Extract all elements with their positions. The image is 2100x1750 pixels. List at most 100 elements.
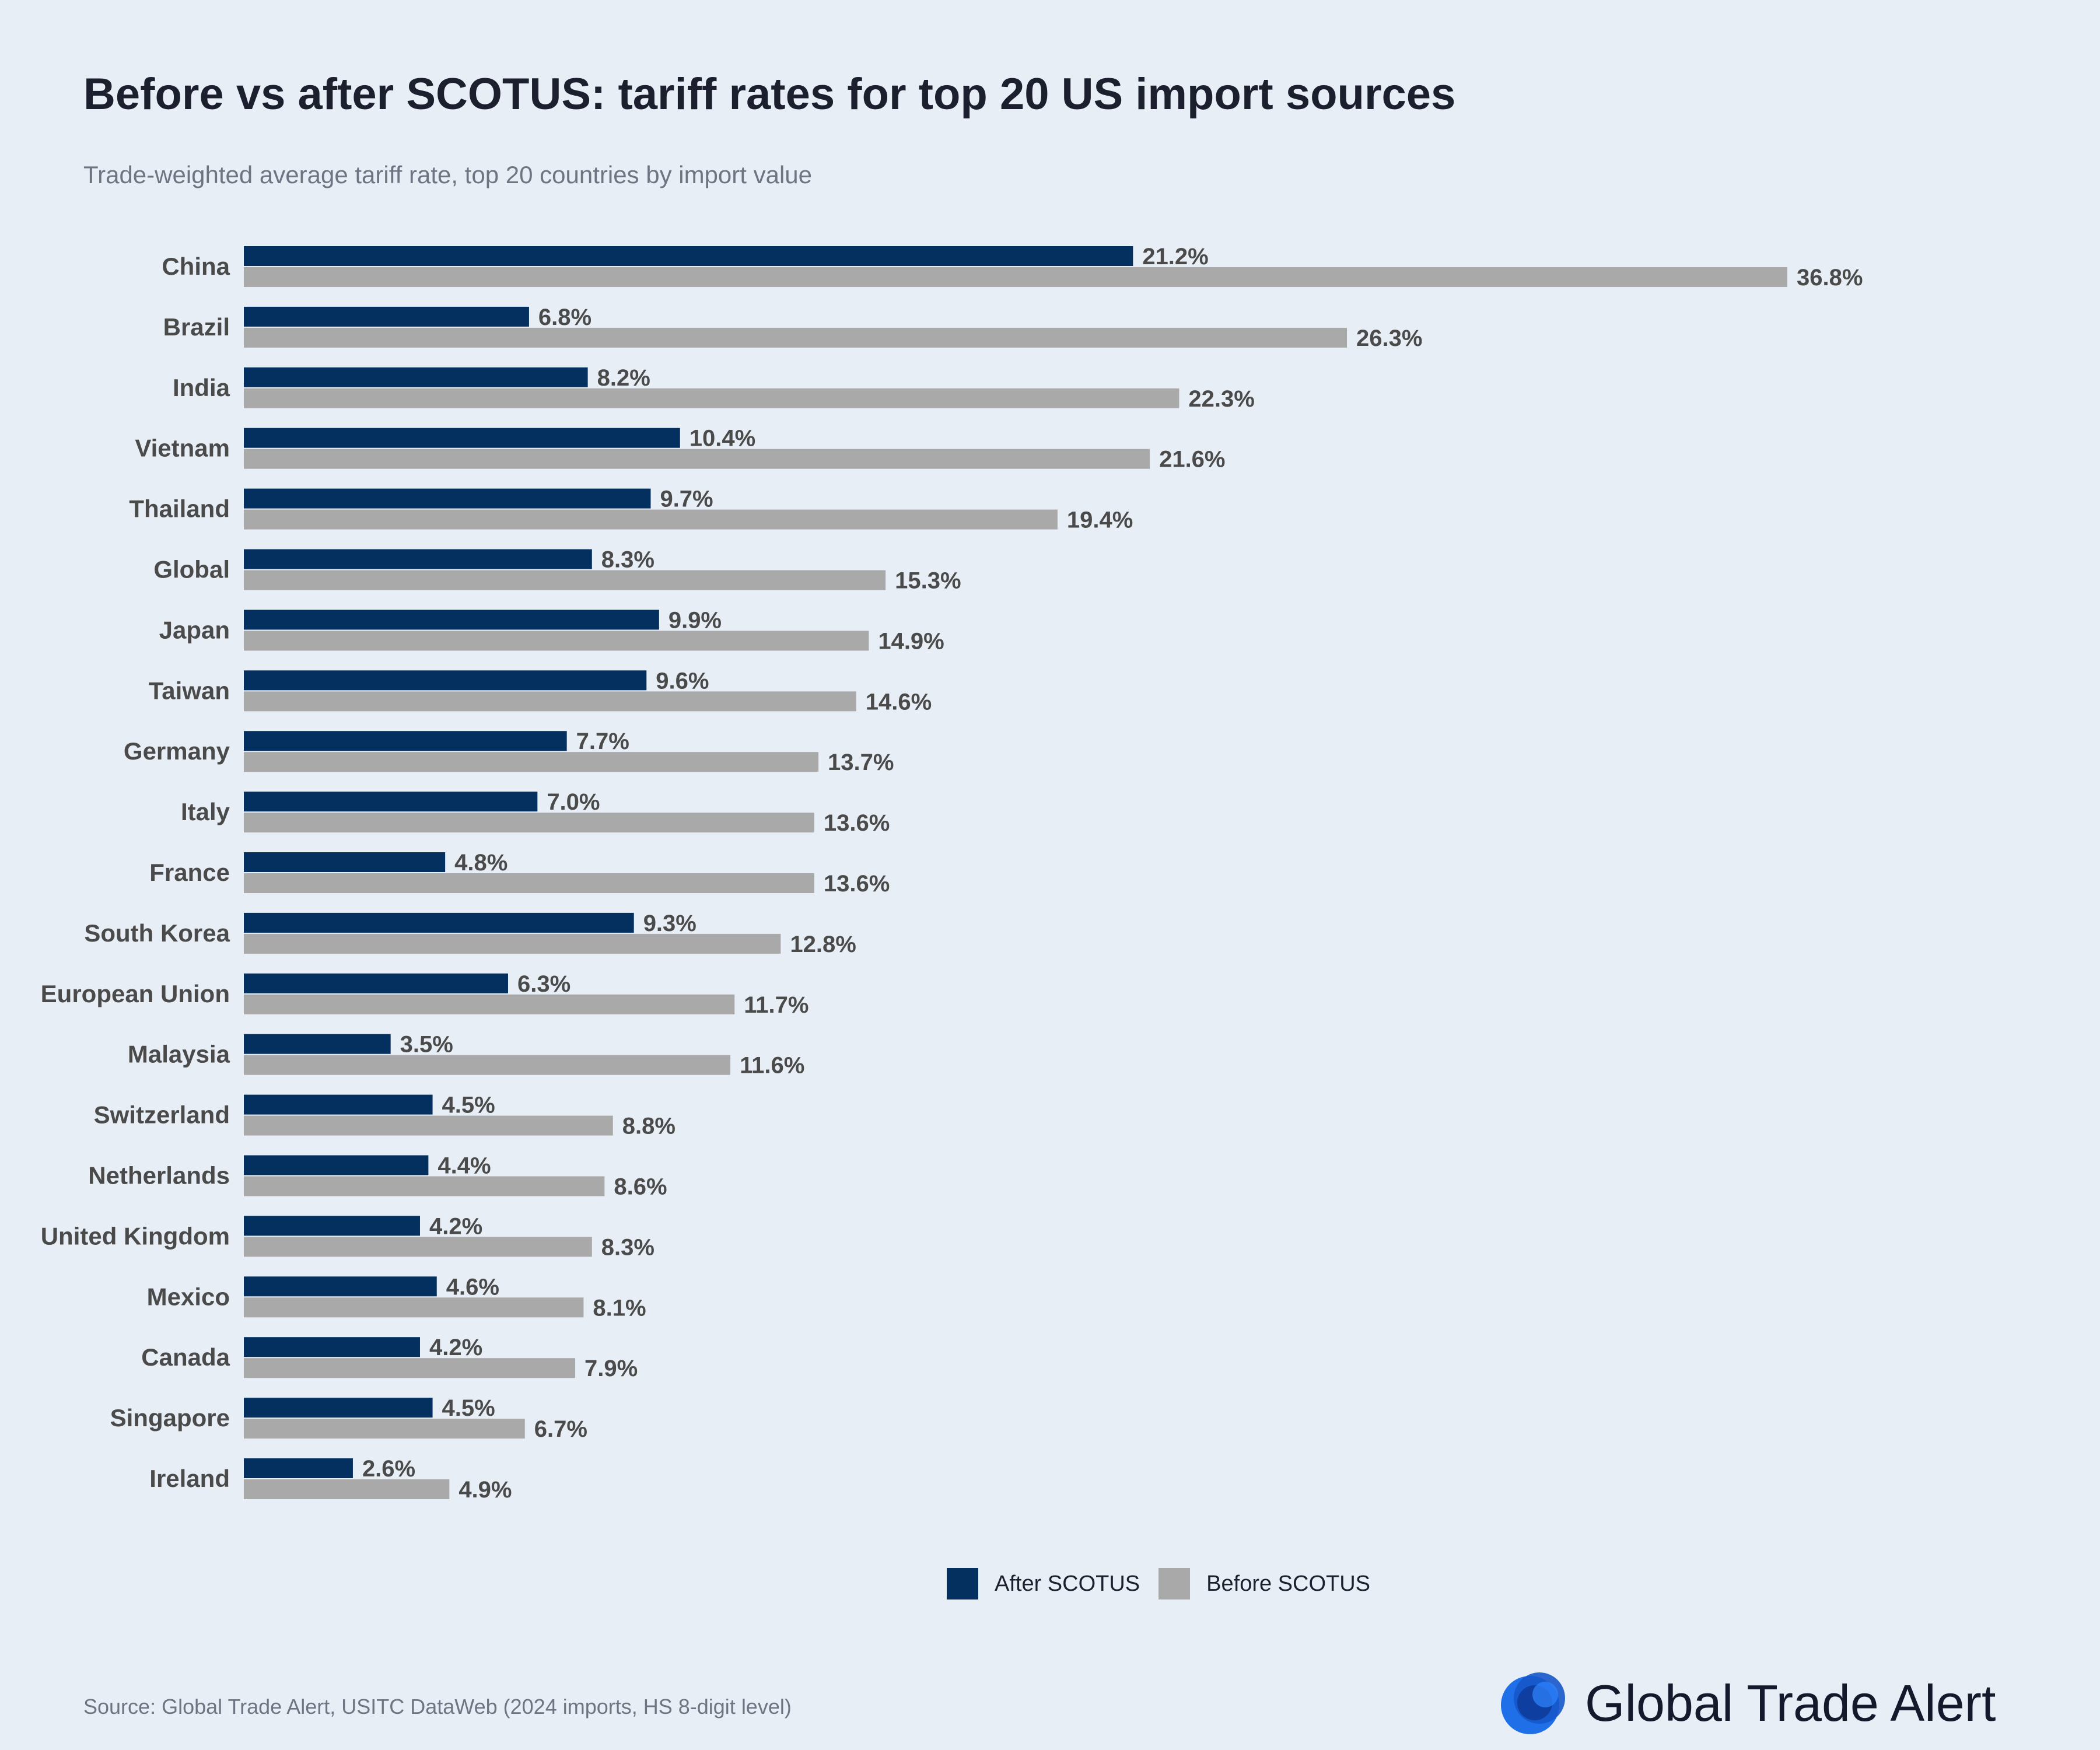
value-label-before-india: 22.3% [1188,386,1254,412]
bar-before-france [244,873,814,893]
value-label-after-thailand: 9.7% [660,487,713,512]
category-label-ireland: Ireland [149,1465,230,1492]
global-trade-alert-logo-icon [1501,1672,1565,1734]
chart-title: Before vs after SCOTUS: tariff rates for… [83,69,1456,119]
category-label-thailand: Thailand [129,495,230,523]
category-label-european-union: European Union [41,980,230,1007]
bar-before-singapore [244,1419,525,1439]
value-label-before-european-union: 11.7% [744,992,808,1018]
bar-before-china [244,267,1787,287]
value-label-after-singapore: 4.5% [442,1395,495,1421]
bar-after-global [244,549,592,569]
value-label-after-global: 8.3% [601,547,654,573]
value-label-before-canada: 7.9% [584,1356,638,1381]
value-label-after-japan: 9.9% [668,607,722,633]
bar-before-european-union [244,994,735,1014]
bar-before-malaysia [244,1055,731,1075]
value-label-after-european-union: 6.3% [517,971,570,997]
value-label-before-italy: 13.6% [824,810,890,836]
category-label-switzerland: Switzerland [94,1101,230,1129]
category-label-vietnam: Vietnam [135,435,230,462]
legend: After SCOTUS Before SCOTUS [947,1568,1389,1600]
value-label-after-south-korea: 9.3% [643,911,696,936]
bar-after-thailand [244,488,651,509]
category-label-singapore: Singapore [110,1404,230,1432]
value-label-before-taiwan: 14.6% [866,689,932,715]
value-label-before-south-korea: 12.8% [790,932,856,957]
value-label-before-singapore: 6.7% [534,1416,587,1442]
legend-label-before: Before SCOTUS [1206,1571,1371,1596]
legend-label-after: After SCOTUS [995,1571,1140,1596]
bar-before-global [244,570,886,590]
value-label-after-italy: 7.0% [547,789,600,815]
category-label-china: China [162,253,230,280]
category-label-germany: Germany [124,737,230,765]
bar-before-germany [244,752,819,772]
value-label-before-france: 13.6% [824,871,890,897]
bar-before-mexico [244,1297,584,1318]
value-label-after-canada: 4.2% [429,1335,482,1360]
legend-item-after: After SCOTUS [947,1568,1140,1600]
value-label-before-ireland: 4.9% [459,1477,512,1503]
category-label-taiwan: Taiwan [149,677,230,704]
bar-before-switzerland [244,1115,613,1136]
bar-after-united-kingdom [244,1216,420,1236]
value-label-after-mexico: 4.6% [446,1274,499,1300]
value-label-before-vietnam: 21.6% [1159,447,1225,473]
value-label-before-japan: 14.9% [878,628,944,654]
bar-after-france [244,852,446,872]
bar-after-taiwan [244,670,647,691]
bar-after-netherlands [244,1155,429,1175]
value-label-before-united-kingdom: 8.3% [601,1234,654,1260]
bar-before-vietnam [244,449,1150,469]
category-label-brazil: Brazil [163,313,230,341]
value-label-before-global: 15.3% [895,568,961,594]
bar-before-japan [244,631,869,651]
bar-chart: China 21.2% 36.8% Brazil 6.8% 26.3% India 8.2% 2… [41,244,1863,1503]
legend-item-before: Before SCOTUS [1158,1568,1370,1600]
value-label-after-ireland: 2.6% [362,1456,415,1482]
bar-before-thailand [244,509,1058,530]
value-label-before-switzerland: 8.8% [622,1114,676,1139]
bar-before-india [244,388,1180,408]
value-label-before-brazil: 26.3% [1356,326,1422,351]
bar-after-italy [244,792,538,812]
bar-before-canada [244,1358,576,1378]
category-label-netherlands: Netherlands [88,1162,230,1189]
legend-swatch-before [1158,1568,1191,1600]
source-note: Source: Global Trade Alert, USITC DataWe… [83,1695,792,1718]
value-label-before-netherlands: 8.6% [614,1174,667,1200]
value-label-before-china: 36.8% [1797,265,1863,290]
category-label-south-korea: South Korea [84,919,230,947]
bar-after-ireland [244,1458,353,1478]
value-label-before-germany: 13.7% [828,750,894,775]
brand-name: Global Trade Alert [1585,1674,1996,1732]
bar-before-netherlands [244,1176,605,1196]
bar-after-japan [244,610,659,630]
value-label-after-india: 8.2% [597,365,650,391]
bar-before-south-korea [244,933,781,954]
category-label-italy: Italy [181,798,230,825]
bar-after-canada [244,1337,420,1357]
value-label-after-united-kingdom: 4.2% [429,1213,482,1239]
value-label-after-france: 4.8% [454,850,508,876]
value-label-after-switzerland: 4.5% [442,1093,495,1118]
category-label-india: India [173,374,230,401]
bar-before-ireland [244,1479,450,1499]
category-label-mexico: Mexico [147,1283,230,1310]
bar-after-south-korea [244,912,634,933]
category-label-canada: Canada [141,1343,230,1371]
bar-after-malaysia [244,1034,391,1054]
category-label-united-kingdom: United Kingdom [41,1222,230,1250]
category-label-malaysia: Malaysia [128,1041,230,1068]
chart-subtitle: Trade-weighted average tariff rate, top … [83,161,813,188]
value-label-after-china: 21.2% [1142,244,1208,270]
bar-after-china [244,246,1133,266]
legend-swatch-after [947,1568,978,1600]
value-label-after-brazil: 6.8% [538,304,592,330]
bar-after-mexico [244,1276,437,1297]
brand: Global Trade Alert [1496,1665,1996,1741]
bar-before-united-kingdom [244,1237,592,1257]
bar-after-vietnam [244,428,680,448]
category-label-france: France [149,859,230,886]
